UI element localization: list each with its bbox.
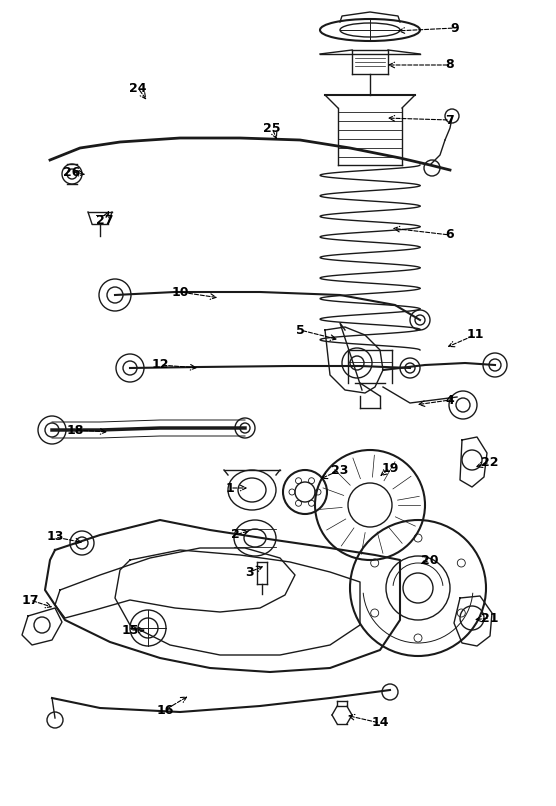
- Text: 11: 11: [466, 329, 484, 342]
- Text: 22: 22: [481, 455, 499, 468]
- Text: 20: 20: [421, 554, 439, 567]
- Text: 19: 19: [381, 462, 399, 475]
- Text: 12: 12: [151, 359, 169, 372]
- Text: 9: 9: [451, 22, 459, 35]
- Text: 26: 26: [63, 165, 81, 178]
- Text: 14: 14: [371, 717, 389, 729]
- Text: 10: 10: [171, 285, 188, 298]
- Text: 27: 27: [96, 214, 114, 226]
- Text: 25: 25: [263, 122, 281, 135]
- Text: 23: 23: [331, 463, 349, 476]
- Text: 21: 21: [481, 612, 499, 625]
- Text: 16: 16: [156, 704, 173, 717]
- Text: 1: 1: [226, 481, 235, 495]
- Text: 17: 17: [21, 593, 39, 606]
- Text: 15: 15: [121, 624, 139, 637]
- Text: 2: 2: [231, 529, 240, 542]
- Text: 13: 13: [46, 530, 64, 543]
- Text: 4: 4: [445, 393, 454, 406]
- Text: 24: 24: [129, 81, 147, 94]
- Text: 6: 6: [446, 228, 454, 242]
- Text: 7: 7: [445, 114, 454, 127]
- Text: 3: 3: [246, 566, 254, 579]
- Text: 5: 5: [296, 323, 304, 336]
- Text: 18: 18: [66, 423, 84, 437]
- Text: 8: 8: [446, 59, 454, 72]
